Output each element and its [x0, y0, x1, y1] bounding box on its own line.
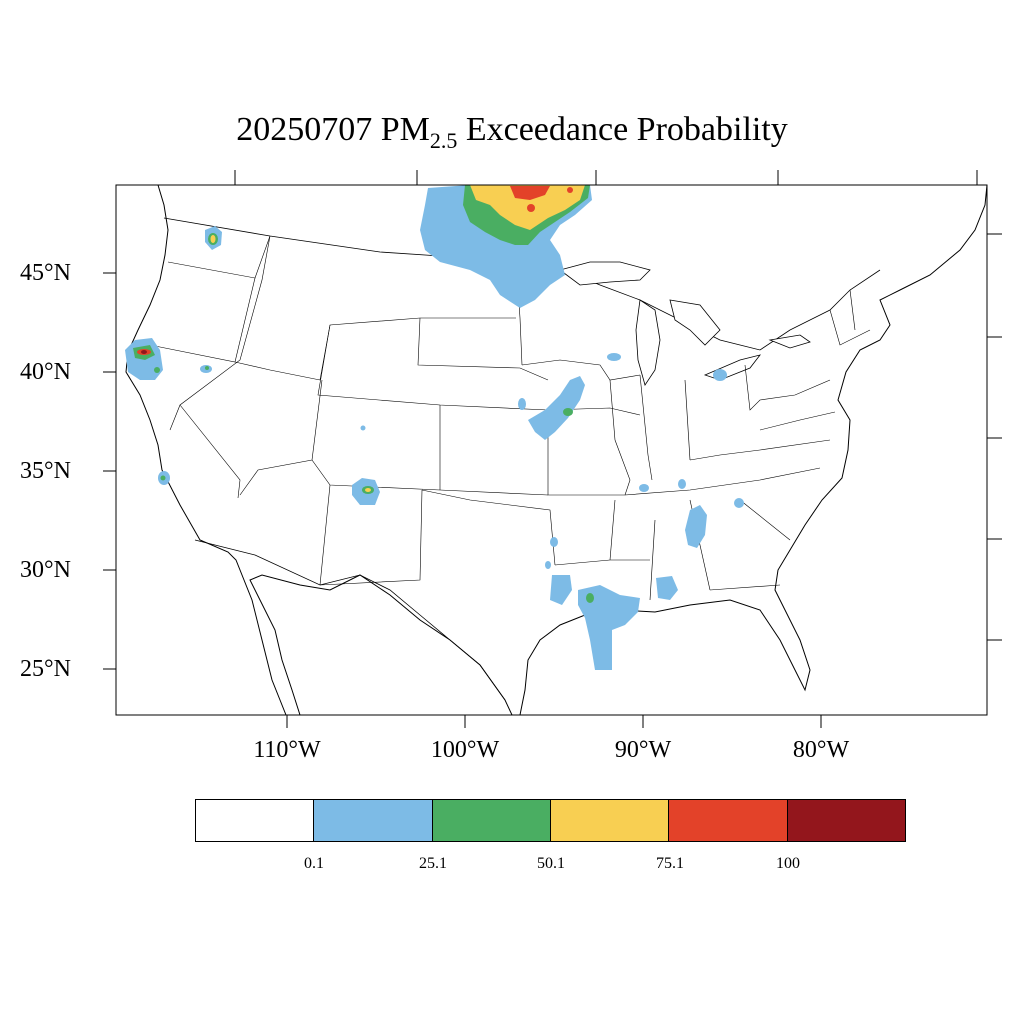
colorbar: [195, 799, 906, 842]
region-ms-blue: [656, 576, 678, 600]
title-suffix: Exceedance Probability: [457, 111, 788, 148]
colorbar-label-2: 50.1: [537, 855, 565, 872]
region-tn-blue-2: [678, 479, 686, 489]
us-mexico-border: [194, 539, 506, 701]
colorbar-cell-0: [196, 800, 315, 841]
region-nd-mn-red-3: [567, 187, 573, 193]
lat-label-45: 45°N: [20, 260, 71, 286]
lat-label-35: 35°N: [20, 458, 71, 484]
probability-shading: [125, 185, 744, 670]
colorbar-cell-1: [314, 800, 433, 841]
region-nd-mn-red: [510, 186, 550, 200]
region-mi-blue: [607, 353, 621, 361]
region-nv-green: [205, 366, 209, 370]
title-prefix: 20250707 PM: [236, 111, 430, 148]
region-ca-or-darkred: [141, 350, 147, 354]
colorbar-cell-4: [669, 800, 788, 841]
region-ar-blue: [550, 537, 558, 547]
region-mo-green: [563, 408, 573, 416]
lon-label-80: 80°W: [792, 737, 850, 763]
lon-label-90: 90°W: [614, 737, 672, 763]
lake-superior: [559, 261, 651, 286]
state-boundaries: [149, 235, 871, 601]
region-tn-blue: [639, 484, 649, 492]
colorbar-label-0: 0.1: [304, 855, 324, 872]
region-ga-blue: [734, 498, 744, 508]
region-mo-blue: [528, 376, 585, 440]
region-ia-blue: [518, 398, 526, 410]
region-la-green: [586, 593, 594, 603]
lat-label-25: 25°N: [20, 656, 71, 682]
region-id-yellow: [210, 235, 216, 243]
lake-huron: [669, 299, 721, 346]
colorbar-label-3: 75.1: [656, 855, 684, 872]
lat-label-40: 40°N: [20, 359, 71, 385]
colorbar-cell-3: [550, 800, 670, 841]
lon-label-110: 110°W: [253, 737, 321, 763]
region-nd-mn-red-2: [527, 204, 535, 212]
region-az-green: [160, 475, 166, 481]
land-outline: [125, 185, 987, 715]
region-co-blue: [360, 425, 366, 431]
colorbar-cell-2: [432, 800, 551, 841]
title-subscript: 2.5: [429, 127, 458, 153]
map-frame: [115, 184, 988, 716]
region-ca-green-small: [154, 367, 160, 373]
region-nm-yellow: [365, 488, 371, 492]
colorbar-label-1: 25.1: [419, 855, 447, 872]
region-gulf-blue: [578, 585, 640, 670]
region-al-blue: [685, 505, 707, 548]
lat-label-30: 30°N: [20, 557, 71, 583]
colorbar-label-4: 100: [776, 855, 800, 872]
lon-label-100: 100°W: [430, 737, 500, 763]
map-title: 20250707 PM2.5 Exceedance Probability: [0, 108, 1024, 163]
region-tx-blue-1: [545, 561, 551, 569]
lake-ontario: [768, 334, 811, 349]
map-content: [125, 185, 987, 715]
tick-marks: [103, 170, 1002, 728]
region-oh-blue: [713, 369, 727, 381]
region-la-blue: [550, 575, 572, 605]
lake-michigan: [635, 299, 661, 386]
colorbar-cell-5: [787, 800, 905, 841]
